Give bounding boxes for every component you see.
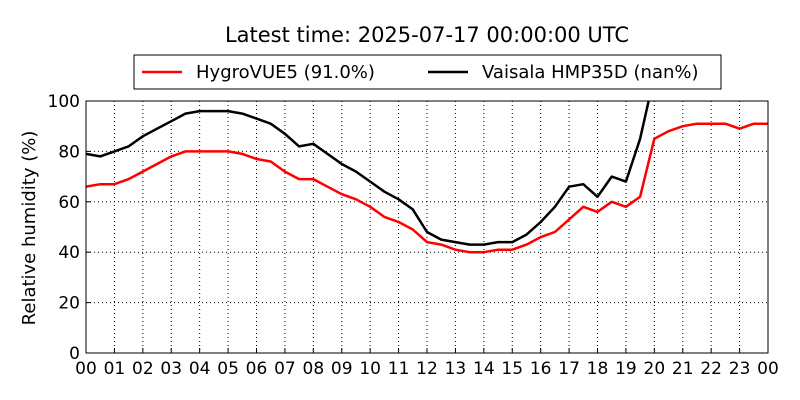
y-axis-label: Relative humidity (%) — [19, 131, 40, 326]
chart-title: Latest time: 2025-07-17 00:00:00 UTC — [225, 23, 629, 47]
plot-lines — [86, 101, 768, 254]
x-tick-label: 05 — [217, 359, 239, 379]
x-tick-label: 01 — [104, 359, 126, 379]
x-tick-label: 12 — [416, 359, 438, 379]
x-tick-label: 20 — [644, 359, 666, 379]
x-tick-label: 16 — [530, 359, 552, 379]
x-tick-label: 00 — [75, 359, 97, 379]
x-tick-label: 14 — [473, 359, 495, 379]
x-tick-label: 09 — [331, 359, 353, 379]
x-tick-label: 18 — [587, 359, 609, 379]
legend-box — [133, 54, 722, 90]
plot-frame — [85, 100, 769, 354]
x-tick-label: 11 — [388, 359, 410, 379]
y-tick-label: 100 — [48, 92, 80, 112]
x-tick-label: 19 — [615, 359, 637, 379]
legend-label: Vaisala HMP35D (nan%) — [482, 62, 699, 83]
legend-label: HygroVUE5 (91.0%) — [196, 62, 375, 83]
y-tick-label: 80 — [58, 142, 80, 162]
x-tick-label: 15 — [501, 359, 523, 379]
x-tick-label: 00 — [757, 359, 779, 379]
x-tick-label: 04 — [189, 359, 211, 379]
x-tick-label: 03 — [160, 359, 182, 379]
series-line — [86, 122, 768, 254]
series-line — [86, 101, 650, 246]
x-tick-label: 08 — [303, 359, 325, 379]
x-tick-label: 22 — [700, 359, 722, 379]
y-tick-label: 60 — [58, 193, 80, 213]
y-tick-label: 0 — [69, 344, 80, 364]
x-tick-label: 06 — [246, 359, 268, 379]
x-tick-label: 07 — [274, 359, 296, 379]
x-tick-label: 23 — [729, 359, 751, 379]
x-tick-label: 02 — [132, 359, 154, 379]
x-tick-label: 13 — [445, 359, 467, 379]
x-tick-label: 21 — [672, 359, 694, 379]
y-tick-label: 40 — [58, 243, 80, 263]
y-tick-label: 20 — [58, 294, 80, 314]
x-tick-label: 17 — [558, 359, 580, 379]
x-tick-label: 10 — [359, 359, 381, 379]
